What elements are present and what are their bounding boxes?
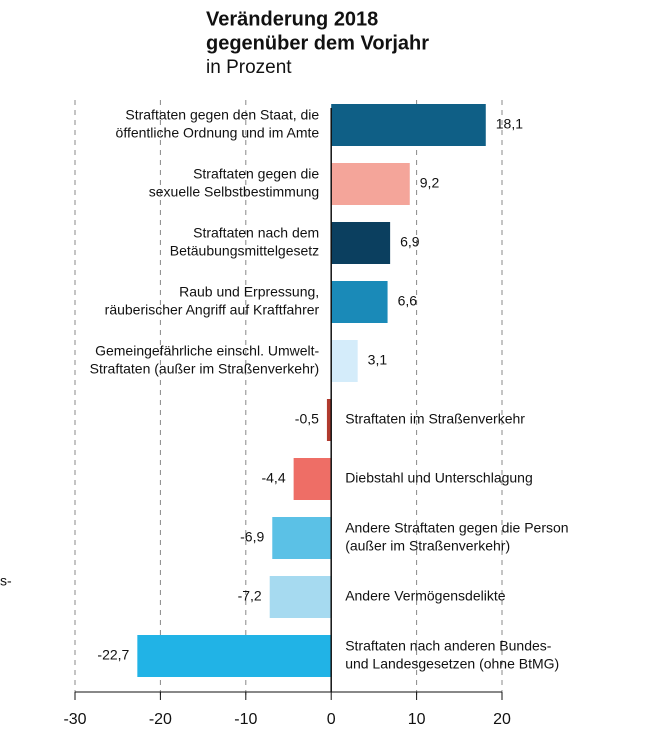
category-label: Straftaten (außer im Straßenverkehr)	[90, 361, 320, 377]
chart-title: Veränderung 2018	[206, 8, 378, 30]
data-label: -4,4	[261, 470, 285, 486]
category-label: öffentliche Ordnung und im Amte	[116, 125, 320, 141]
category-label: Gemeingefährliche einschl. Umwelt-	[95, 343, 319, 359]
annotation: s-	[0, 573, 12, 589]
bar	[331, 281, 388, 323]
bar	[326, 399, 332, 441]
chart-subtitle: in Prozent	[206, 57, 292, 78]
category-label: Andere Vermögensdelikte	[345, 588, 506, 604]
data-label: -22,7	[97, 647, 129, 663]
data-label: 18,1	[496, 116, 523, 132]
category-label: (außer im Straßenverkehr)	[345, 538, 510, 554]
data-label: 6,6	[398, 293, 418, 309]
category-label: sexuelle Selbstbestimmung	[149, 184, 319, 200]
chart-title: gegenüber dem Vorjahr	[206, 32, 429, 54]
category-label: Raub und Erpressung,	[179, 284, 319, 300]
data-label: -6,9	[240, 529, 264, 545]
data-label: 6,9	[400, 234, 420, 250]
category-label: räuberischer Angriff auf Kraftfahrer	[105, 302, 320, 318]
category-label: Straftaten gegen die	[193, 166, 319, 182]
x-tick-label: -20	[149, 711, 172, 728]
category-label: Diebstahl und Unterschlagung	[345, 470, 533, 486]
x-tick-label: 0	[327, 711, 336, 728]
category-label: Betäubungsmittelgesetz	[170, 243, 319, 259]
category-label: und Landesgesetzen (ohne BtMG)	[345, 656, 559, 672]
x-tick-label: 20	[493, 711, 511, 728]
data-label: 9,2	[420, 175, 440, 191]
bar	[293, 458, 332, 500]
x-tick-label: -10	[234, 711, 257, 728]
x-tick-label: -30	[63, 711, 86, 728]
data-label: -7,2	[238, 588, 262, 604]
bar	[331, 163, 410, 205]
category-label: Straftaten gegen den Staat, die	[125, 107, 319, 123]
bar	[137, 635, 332, 677]
bar	[272, 517, 332, 559]
bar	[331, 222, 391, 264]
category-label: Straftaten nach dem	[193, 225, 319, 241]
category-label: Straftaten nach anderen Bundes-	[345, 638, 552, 654]
category-label: Straftaten im Straßenverkehr	[345, 411, 525, 427]
x-tick-label: 10	[408, 711, 426, 728]
bar	[269, 576, 332, 618]
bar	[331, 340, 358, 382]
data-label: -0,5	[295, 411, 319, 427]
category-label: Andere Straftaten gegen die Person	[345, 520, 568, 536]
bar	[331, 104, 486, 146]
data-label: 3,1	[368, 352, 388, 368]
